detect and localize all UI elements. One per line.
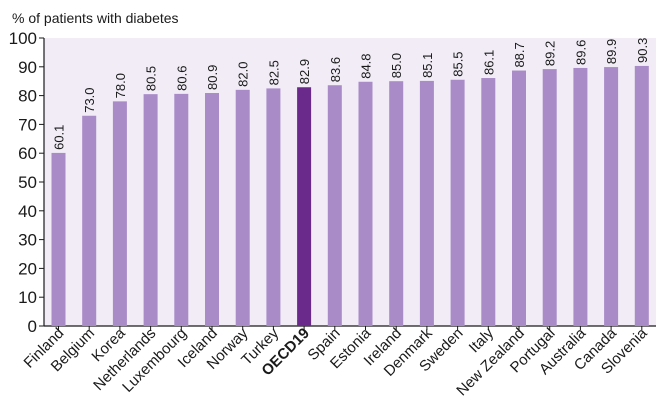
data-label: 88.7 [512, 42, 527, 67]
bar-korea [112, 101, 127, 326]
y-tick-label: 80 [18, 87, 37, 106]
data-label: 80.5 [144, 66, 159, 91]
bar-canada [604, 67, 619, 326]
data-label: 73.0 [82, 87, 97, 112]
y-tick-label: 50 [18, 173, 37, 192]
y-axis-label: % of patients with diabetes [12, 10, 179, 26]
bar-italy [481, 78, 496, 326]
data-label: 89.2 [543, 41, 558, 66]
data-label: 82.0 [236, 62, 251, 87]
bar-iceland [205, 93, 219, 327]
data-label: 83.6 [328, 57, 343, 82]
data-label: 60.1 [52, 125, 67, 150]
y-tick-label: 90 [18, 58, 37, 77]
y-tick-label: 0 [28, 317, 37, 336]
data-label: 89.9 [604, 39, 619, 64]
data-label: 85.1 [420, 53, 435, 78]
bar-norway [235, 89, 250, 326]
bar-spain [327, 85, 342, 327]
bar-ireland [389, 81, 404, 326]
data-label: 89.6 [573, 40, 588, 65]
data-label: 82.5 [266, 60, 281, 85]
bar-oecd19 [297, 87, 312, 326]
bar-finland [51, 152, 66, 326]
data-label: 80.9 [205, 65, 220, 90]
data-label: 85.5 [451, 51, 466, 76]
data-label: 80.6 [174, 66, 189, 91]
data-label: 85.0 [389, 53, 404, 78]
bar-australia [573, 67, 588, 327]
y-tick-label: 40 [18, 202, 37, 221]
plot-background [44, 38, 656, 326]
bar-sweden [450, 79, 465, 326]
bar-portugal [542, 69, 557, 326]
bar-belgium [82, 115, 97, 326]
data-label: 90.3 [635, 38, 650, 63]
bar-new-zealand [512, 70, 526, 326]
bar-turkey [266, 88, 281, 327]
y-tick-label: 60 [18, 144, 37, 163]
bar-netherlands [143, 94, 158, 326]
bar-slovenia [634, 65, 649, 326]
data-label: 86.1 [481, 50, 496, 75]
y-tick-label: 20 [18, 259, 37, 278]
data-label: 82.9 [297, 59, 312, 84]
bar-denmark [419, 80, 434, 326]
y-tick-label: 30 [18, 231, 37, 250]
data-label: 84.8 [359, 53, 374, 78]
y-tick-label: 10 [18, 288, 37, 307]
bar-estonia [358, 81, 373, 326]
y-tick-label: 100 [9, 29, 37, 48]
y-tick-label: 70 [18, 115, 37, 134]
bar-luxembourg [174, 93, 189, 326]
data-label: 78.0 [113, 73, 128, 98]
